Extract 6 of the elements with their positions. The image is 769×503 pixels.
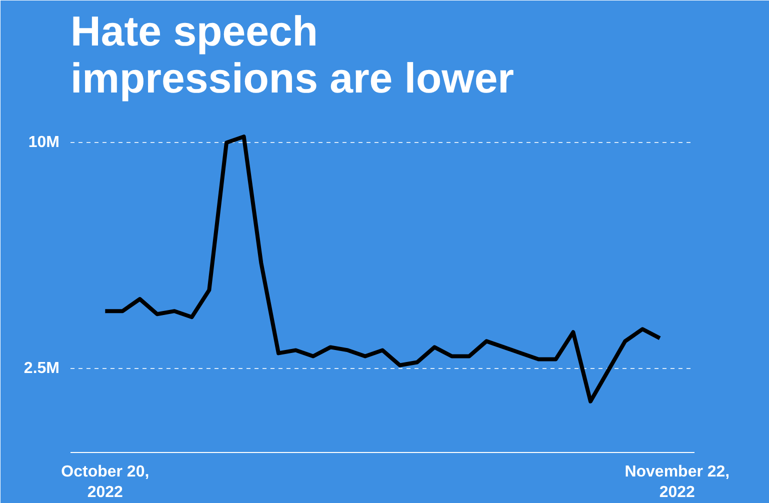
chart-title: Hate speech impressions are lower [70,8,514,102]
y-tick-label: 2.5M [24,360,60,377]
x-tick-label: November 22, 2022 [624,464,730,501]
line-series [103,134,662,404]
y-tick-label: 10M [28,134,60,152]
x-tick-label: October 20, 2022 [61,464,150,501]
